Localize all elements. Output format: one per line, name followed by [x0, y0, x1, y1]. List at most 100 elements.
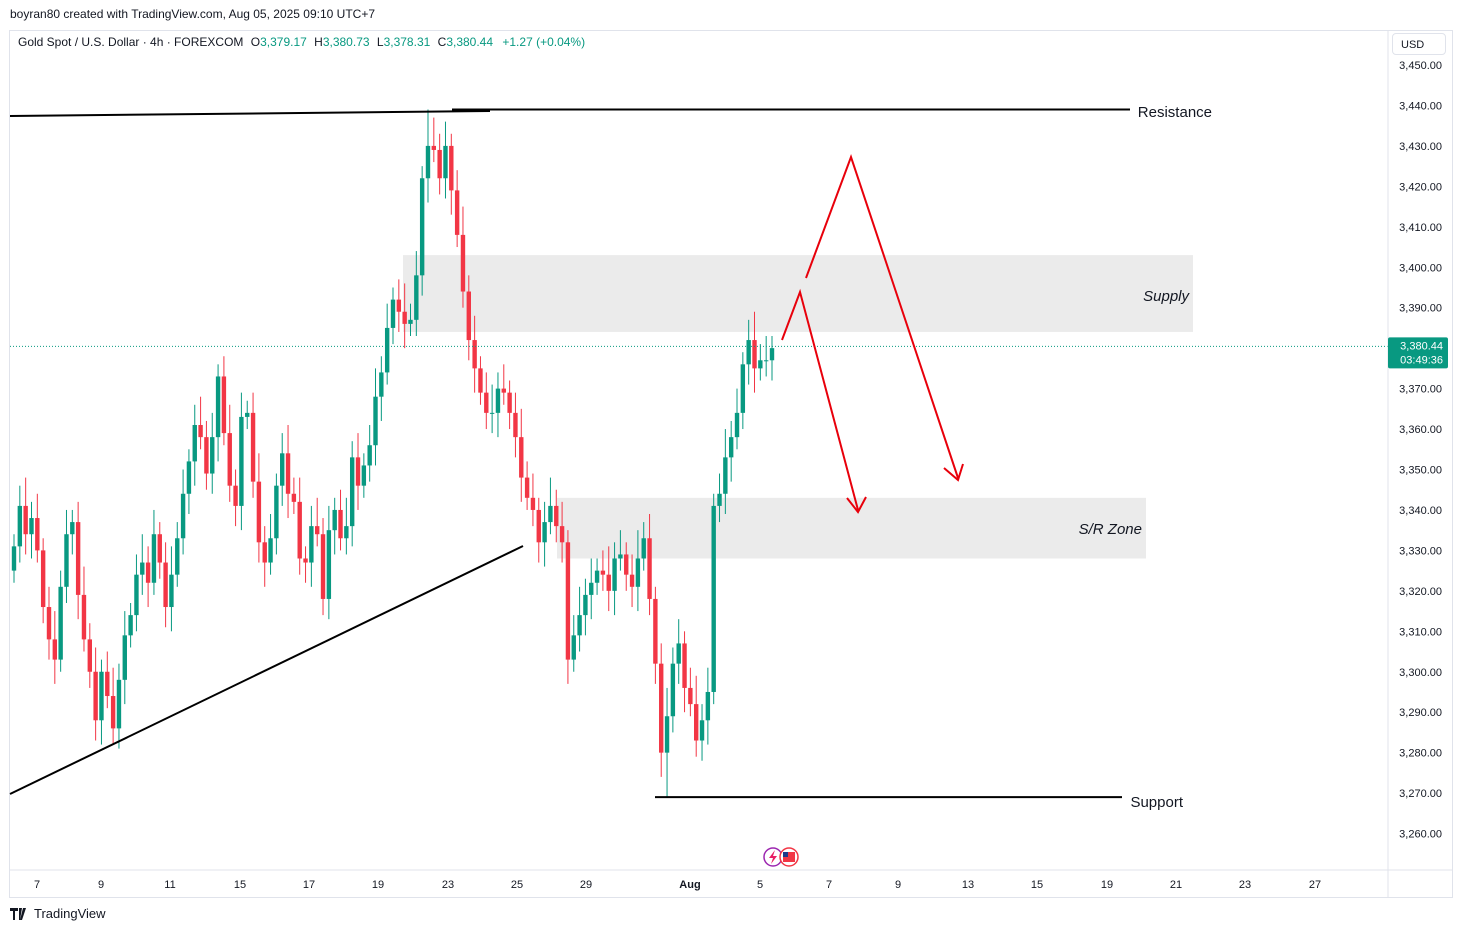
candle-body: [326, 530, 332, 599]
candle-body: [23, 505, 28, 535]
candle-body: [454, 190, 460, 235]
candle-body: [163, 562, 168, 608]
candle-body: [437, 149, 442, 179]
resistance-label: Resistance: [1138, 104, 1212, 121]
candle-body: [210, 437, 215, 474]
price-tick-label: 3,440.00: [1399, 100, 1442, 112]
price-tick-label: 3,320.00: [1399, 586, 1442, 598]
zones-layer: [403, 255, 1193, 559]
annotation-layer: Resistance Supply S/R Zone Support: [763, 104, 1212, 867]
candle-body: [390, 299, 396, 328]
candle-body: [618, 554, 623, 559]
candle-body: [192, 425, 197, 462]
candle-body: [309, 526, 314, 563]
low-value: 3,378.31: [383, 35, 431, 49]
symbol-legend: Gold Spot / U.S. Dollar · 4h · FOREXCOM …: [18, 35, 585, 49]
projection-arrowhead-down: [846, 496, 867, 514]
candle-body: [379, 372, 384, 397]
price-tick-label: 3,280.00: [1399, 748, 1442, 760]
price-tick-label: 3,390.00: [1399, 303, 1442, 315]
price-axis: 3,450.00 3,440.00 3,430.00 3,420.00 3,410.00…: [1387, 30, 1448, 897]
candle-body: [507, 392, 512, 413]
candle-body: [466, 291, 471, 341]
price-tick-label: 3,270.00: [1399, 788, 1442, 800]
candle-body: [204, 437, 209, 474]
candle-body: [75, 522, 81, 595]
projection-path-down: [781, 288, 859, 511]
candle-body: [746, 340, 751, 365]
bar-countdown: 03:49:36: [1400, 354, 1443, 366]
candle-body: [769, 348, 775, 361]
candle-body: [629, 574, 635, 587]
candle-body: [699, 720, 705, 741]
candle-body: [169, 574, 174, 608]
chart-frame: [9, 30, 1453, 898]
candle-body: [705, 691, 711, 721]
candle-body: [600, 570, 606, 575]
candle-body: [717, 493, 722, 506]
candle-body: [145, 562, 151, 583]
candle-body: [524, 477, 530, 498]
supply-label: Supply: [1143, 288, 1190, 305]
candle-body: [513, 412, 518, 438]
candle-body: [134, 574, 139, 616]
high-label: H: [314, 35, 323, 49]
last-price-badge: [1388, 337, 1448, 369]
candle-body: [396, 299, 402, 312]
ascending-trendline: [9, 545, 524, 795]
candle-body: [52, 639, 58, 660]
candle-body: [140, 562, 145, 575]
candle-body: [349, 457, 355, 527]
candle-body: [495, 388, 501, 413]
price-tick-label: 3,330.00: [1399, 545, 1442, 557]
candle-body: [303, 558, 308, 563]
candle-body: [443, 145, 448, 179]
date-tick-label: 17: [303, 879, 315, 891]
resistance-trendline: [9, 110, 491, 117]
candle-body: [530, 497, 536, 510]
candle-body: [577, 615, 582, 636]
candle-body: [606, 574, 611, 591]
price-tick-label: 3,450.00: [1399, 60, 1442, 72]
candle-body: [81, 594, 87, 640]
close-label: C: [437, 35, 447, 49]
date-tick-label: 25: [511, 879, 523, 891]
candle-body: [612, 558, 617, 591]
candle-body: [554, 505, 559, 527]
flag-stripes-icon: [783, 852, 795, 862]
candle-body: [268, 538, 273, 563]
candle-body: [752, 340, 757, 369]
candle-body: [460, 234, 466, 292]
candle-body: [373, 396, 378, 446]
date-tick-label: 19: [1101, 879, 1113, 891]
last-price-value: 3,380.44: [1400, 340, 1443, 352]
currency-selector[interactable]: USD: [1392, 33, 1446, 55]
symbol-title[interactable]: Gold Spot / U.S. Dollar · 4h · FOREXCOM: [18, 35, 244, 49]
open-value: 3,379.17: [260, 35, 307, 49]
candle-body: [419, 178, 425, 276]
candle-body: [215, 376, 221, 438]
candle-body: [338, 509, 343, 539]
candle-body: [472, 340, 477, 369]
date-tick-label: 23: [1239, 879, 1251, 891]
date-tick-label: 29: [580, 879, 592, 891]
candle-body: [186, 461, 192, 494]
date-tick-label: 15: [234, 879, 246, 891]
candle-body: [367, 445, 372, 466]
date-tick-label: 7: [34, 879, 40, 891]
candle-body: [682, 643, 687, 688]
candle-body: [734, 412, 740, 438]
candle-body: [641, 538, 646, 559]
price-tick-label: 3,290.00: [1399, 707, 1442, 719]
candle-body: [344, 526, 349, 539]
candle-body: [676, 643, 681, 664]
candle-body: [653, 598, 658, 664]
footer-brand-text: TradingView: [34, 906, 106, 921]
tradingview-logo-icon: [10, 907, 30, 920]
candle-body: [105, 671, 110, 697]
candle-body: [484, 392, 489, 413]
candle-body: [175, 538, 180, 575]
price-tick-label: 3,340.00: [1399, 505, 1442, 517]
candle-body: [758, 360, 763, 369]
